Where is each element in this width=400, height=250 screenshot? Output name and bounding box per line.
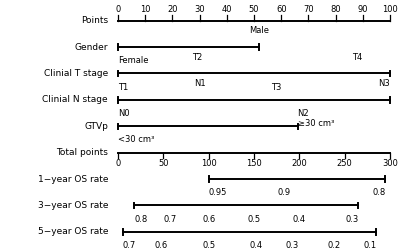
- Text: Points: Points: [81, 16, 108, 25]
- Text: Male: Male: [250, 26, 270, 35]
- Text: 0.6: 0.6: [155, 241, 168, 250]
- Text: 0.4: 0.4: [293, 215, 306, 224]
- Text: T3: T3: [270, 83, 281, 92]
- Text: <30 cm³: <30 cm³: [118, 136, 154, 144]
- Text: 80: 80: [330, 5, 341, 14]
- Text: 0.4: 0.4: [249, 241, 262, 250]
- Text: 300: 300: [382, 159, 398, 168]
- Text: Gender: Gender: [74, 42, 108, 51]
- Text: 0.9: 0.9: [277, 188, 290, 197]
- Text: 0.5: 0.5: [202, 241, 215, 250]
- Text: 0: 0: [115, 159, 121, 168]
- Text: Clinial N stage: Clinial N stage: [42, 95, 108, 104]
- Text: 40: 40: [222, 5, 232, 14]
- Text: 5−year OS rate: 5−year OS rate: [38, 227, 108, 236]
- Text: 0.95: 0.95: [209, 188, 227, 197]
- Text: 200: 200: [292, 159, 307, 168]
- Text: 3−year OS rate: 3−year OS rate: [38, 201, 108, 210]
- Text: 150: 150: [246, 159, 262, 168]
- Text: 0.2: 0.2: [327, 241, 340, 250]
- Text: 100: 100: [382, 5, 398, 14]
- Text: 60: 60: [276, 5, 286, 14]
- Text: 100: 100: [201, 159, 216, 168]
- Text: 20: 20: [167, 5, 178, 14]
- Text: Female: Female: [118, 56, 148, 65]
- Text: 0.7: 0.7: [122, 241, 136, 250]
- Text: 50: 50: [158, 159, 168, 168]
- Text: N3: N3: [378, 79, 390, 88]
- Text: 0.8: 0.8: [134, 215, 148, 224]
- Text: 0.7: 0.7: [164, 215, 177, 224]
- Text: 10: 10: [140, 5, 150, 14]
- Text: 0.6: 0.6: [202, 215, 215, 224]
- Text: Total points: Total points: [56, 148, 108, 157]
- Text: N1: N1: [194, 79, 206, 88]
- Text: N0: N0: [118, 109, 130, 118]
- Text: 1−year OS rate: 1−year OS rate: [38, 174, 108, 184]
- Text: 250: 250: [337, 159, 352, 168]
- Text: 0.3: 0.3: [345, 215, 358, 224]
- Text: T2: T2: [192, 52, 202, 62]
- Text: 90: 90: [358, 5, 368, 14]
- Text: 0.3: 0.3: [286, 241, 299, 250]
- Text: 0.5: 0.5: [248, 215, 260, 224]
- Text: 30: 30: [194, 5, 205, 14]
- Text: 0.8: 0.8: [372, 188, 386, 197]
- Text: 50: 50: [249, 5, 259, 14]
- Text: T4: T4: [352, 52, 362, 62]
- Text: N2
≥30 cm³: N2 ≥30 cm³: [298, 109, 334, 128]
- Text: 0: 0: [115, 5, 121, 14]
- Text: Clinial T stage: Clinial T stage: [44, 69, 108, 78]
- Text: T1: T1: [118, 83, 128, 92]
- Text: 0.1: 0.1: [363, 241, 376, 250]
- Text: GTVp: GTVp: [84, 122, 108, 131]
- Text: 70: 70: [303, 5, 314, 14]
